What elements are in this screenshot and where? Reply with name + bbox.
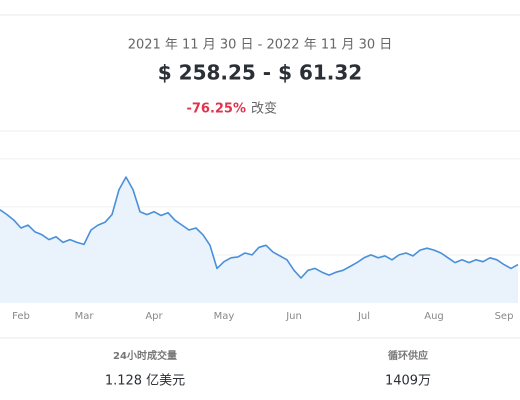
stat-label: 24小时成交量 — [113, 349, 177, 362]
price-line — [0, 176, 519, 279]
plot: Feb Mar Apr May Jun Jul Aug Sep — [0, 158, 520, 322]
x-tick-label: Jun — [285, 311, 302, 322]
price-range: $ 258.25 - $ 61.32 — [158, 61, 362, 85]
stat-value: 1.128 亿美元 — [105, 374, 185, 389]
x-tick-label: Jul — [357, 311, 370, 322]
change-label: 改变 — [251, 101, 277, 117]
x-tick-label: Mar — [75, 311, 95, 322]
date-range: 2021 年 11 月 30 日 - 2022 年 11 月 30 日 — [128, 38, 393, 53]
x-tick-label: Apr — [145, 311, 163, 322]
change-value: -76.25% — [186, 102, 246, 117]
x-tick-label: Feb — [12, 311, 30, 322]
stat-label: 循环供应 — [388, 349, 428, 362]
stat-value: 1409万 — [385, 374, 431, 389]
area-fill — [0, 177, 518, 303]
x-tick-label: May — [214, 311, 235, 322]
x-tick-label: Aug — [424, 311, 444, 322]
x-tick-label: Sep — [495, 311, 514, 322]
